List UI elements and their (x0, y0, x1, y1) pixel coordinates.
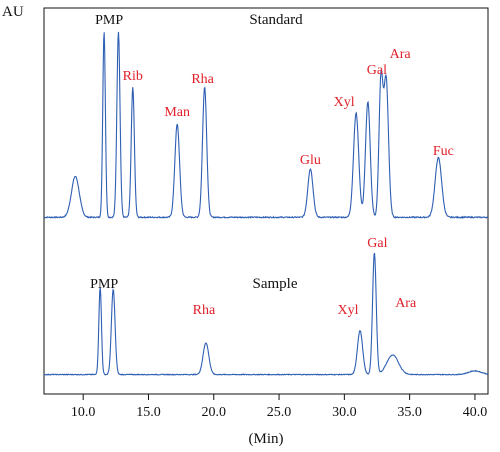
peak-label-xyl: Xyl (338, 303, 359, 318)
peak-labels: StandardPMPRibManRhaGluXylGalAraFucSampl… (90, 12, 454, 318)
x-tick-label: 25.0 (267, 405, 292, 420)
peak-label-pmp: PMP (90, 277, 118, 292)
standard-trace (43, 31, 489, 219)
x-tick-label: 30.0 (332, 405, 357, 420)
x-axis-label: (Min) (249, 431, 284, 447)
x-tick-label: 20.0 (202, 405, 227, 420)
x-axis-ticks: 10.0 15.0 20.0 25.0 30.0 35.0 40.0 (71, 394, 487, 420)
x-tick-label: 35.0 (397, 405, 422, 420)
plot-frame (43, 7, 489, 395)
peak-label-glu: Glu (300, 153, 321, 168)
panel-name-standard: Standard (249, 12, 303, 28)
y-axis-label: AU (2, 4, 24, 20)
peak-label-fuc: Fuc (433, 144, 454, 159)
peak-label-ara: Ara (395, 296, 417, 311)
peak-label-rha: Rha (193, 303, 216, 318)
sample-trace (43, 252, 489, 376)
panel-name-sample: Sample (253, 276, 298, 292)
peak-label-ara: Ara (390, 47, 412, 62)
peak-label-xyl: Xyl (334, 95, 355, 110)
x-tick-label: 10.0 (71, 405, 96, 420)
x-tick-label: 40.0 (463, 405, 488, 420)
peak-label-pmp: PMP (95, 13, 123, 28)
peak-label-rha: Rha (191, 72, 214, 87)
peak-label-man: Man (164, 105, 190, 120)
peak-label-rib: Rib (123, 69, 143, 84)
x-tick-label: 15.0 (136, 405, 161, 420)
peak-label-gal: Gal (367, 63, 387, 78)
traces (43, 31, 489, 376)
peak-label-gal: Gal (367, 236, 387, 251)
